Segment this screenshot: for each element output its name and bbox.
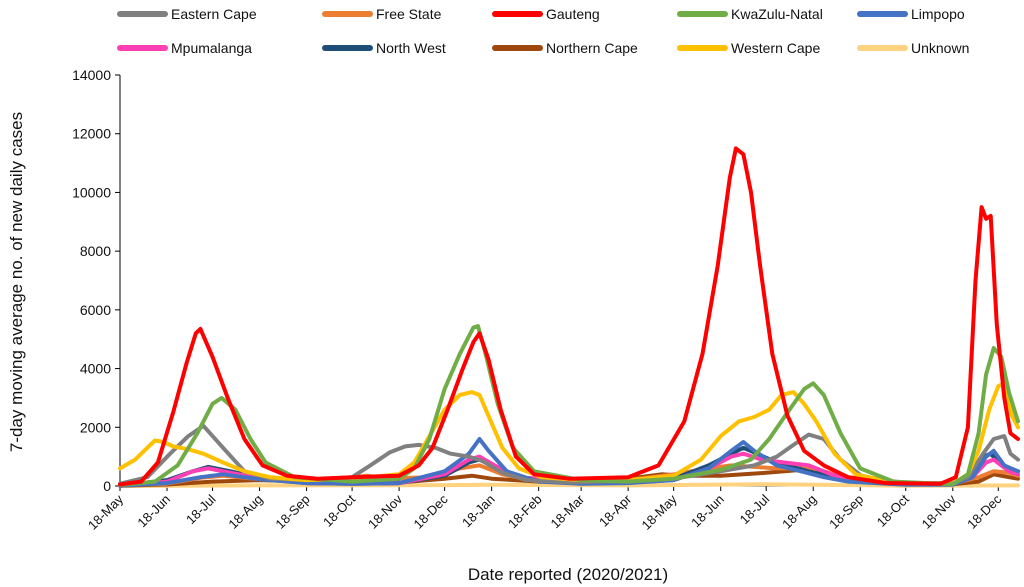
x-tick-label: 18-Sep (826, 492, 866, 532)
series-line-kwazulu-natal (118, 324, 1020, 488)
x-tick-label: 18-Jun (688, 492, 727, 531)
legend-label-unknown: Unknown (911, 40, 969, 56)
legend-label-northern-cape: Northern Cape (546, 40, 638, 56)
x-tick-label: 18-Aug (225, 492, 265, 532)
x-tick-label: 18-Nov (365, 491, 406, 532)
legend: Eastern Cape Free State Gauteng KwaZulu-Nat… (117, 6, 969, 56)
legend-label-north-west: North West (376, 40, 446, 56)
y-axis-title: 7-day moving average no. of new daily ca… (7, 112, 26, 452)
legend-label-limpopo: Limpopo (911, 6, 965, 22)
x-tick-label: 18-Oct (874, 491, 912, 529)
x-axis-title: Date reported (2020/2021) (468, 565, 668, 584)
legend-label-kwazulu-natal: KwaZulu-Natal (731, 6, 823, 22)
x-tick-label: 18-May (85, 491, 127, 533)
x-tick-label: 18-Aug (779, 492, 819, 532)
x-tick-label: 18-Dec (964, 491, 1005, 532)
y-tick-label: 2000 (80, 419, 111, 435)
y-tick-label: 8000 (80, 243, 111, 259)
x-tick-label: 18-Oct (320, 491, 358, 529)
x-tick-label: 18-Apr (596, 491, 635, 530)
x-tick-label: 18-May (639, 491, 681, 533)
y-tick-label: 0 (103, 478, 111, 494)
y-tick-label: 6000 (80, 302, 111, 318)
x-tick-label: 18-Jul (183, 491, 219, 527)
y-tick-label: 10000 (72, 184, 111, 200)
x-tick-label: 18-Jul (737, 491, 773, 527)
legend-label-eastern-cape: Eastern Cape (171, 6, 257, 22)
y-tick-label: 14000 (72, 67, 111, 83)
y-tick-label: 12000 (72, 126, 111, 142)
x-tick-label: 18-Mar (548, 491, 588, 531)
series-line-western-cape (118, 381, 1020, 486)
legend-label-western-cape: Western Cape (731, 40, 820, 56)
x-tick-label: 18-Dec (410, 491, 451, 532)
x-tick-label: 18-Feb (505, 492, 545, 532)
x-tick-label: 18-Jun (134, 492, 173, 531)
series-group (118, 146, 1020, 488)
legend-label-gauteng: Gauteng (546, 6, 600, 22)
x-tick-label: 18-Jan (459, 492, 498, 531)
x-tick-label: 18-Sep (272, 492, 312, 532)
y-tick-label: 4000 (80, 361, 111, 377)
x-tick-label: 18-Nov (919, 491, 960, 532)
series-line-gauteng (118, 146, 1020, 487)
legend-label-free-state: Free State (376, 6, 442, 22)
legend-label-mpumalanga: Mpumalanga (171, 40, 252, 56)
